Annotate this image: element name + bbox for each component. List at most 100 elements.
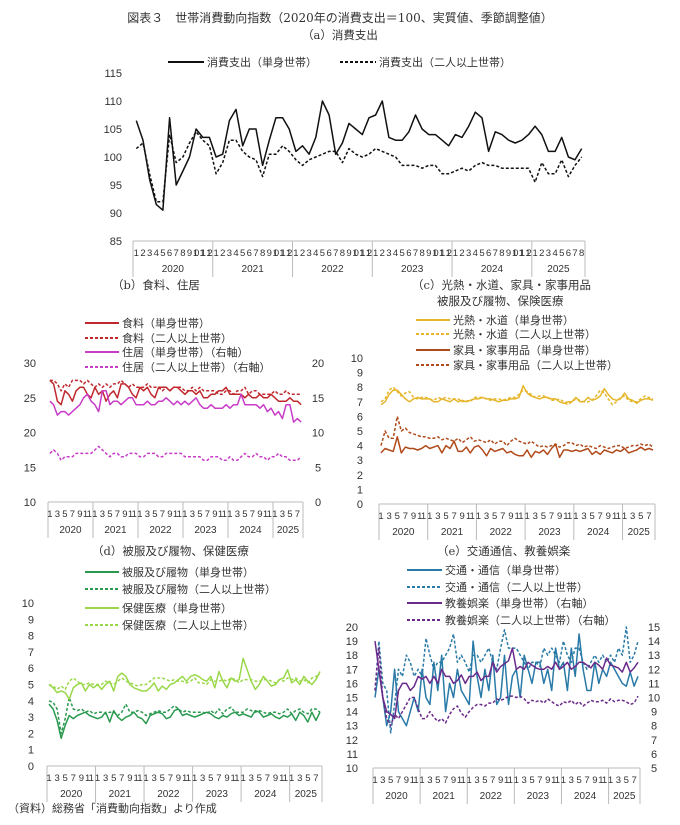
month-tick-label: 5	[62, 509, 67, 520]
y-tick-label: 4	[28, 696, 34, 708]
series-line-solid	[49, 379, 302, 406]
month-tick-label: 11	[612, 511, 621, 522]
month-tick-label: 3	[190, 509, 195, 520]
month-tick-label: 7	[174, 248, 179, 259]
month-tick-label: 5	[152, 509, 157, 520]
month-tick-label: 9	[79, 773, 84, 784]
year-label: 2024	[254, 789, 277, 800]
year-label: 2021	[441, 527, 464, 538]
month-tick-label: 5	[492, 511, 497, 522]
legend-label: 交通・通信（二人以上世帯）	[445, 580, 588, 594]
year-label: 2023	[401, 264, 424, 275]
y-tick-label: 2	[357, 470, 363, 482]
legend-label: 被服及び履物（単身世帯）	[122, 565, 254, 579]
month-tick-label: 1	[182, 509, 187, 520]
month-tick-label: 1	[137, 509, 142, 520]
month-tick-label: 12	[525, 248, 532, 259]
legend-label: 住居（単身世帯）（右軸）	[122, 345, 249, 359]
month-tick-label: 7	[396, 775, 401, 786]
y-tick-label: 4	[357, 441, 363, 453]
month-tick-label: 5	[197, 509, 202, 520]
month-tick-label: 7	[115, 509, 120, 520]
month-tick-label: 11	[417, 511, 426, 522]
month-tick-label: 3	[145, 509, 150, 520]
month-tick-label: 5	[160, 773, 165, 784]
series-line-dashed	[49, 445, 302, 462]
year-label: 2021	[104, 525, 127, 536]
month-tick-label: 5	[63, 773, 68, 784]
year-label: 2021	[433, 791, 456, 802]
month-tick-label: 1	[372, 775, 377, 786]
y-tick-label: 0	[28, 761, 34, 773]
legend-item: 消費支出（単身世帯）	[168, 55, 317, 69]
legend-item: 光熱・水道（単身世帯）	[416, 313, 574, 327]
month-tick-label: 7	[493, 248, 498, 259]
panel-e: 1011121314151617181920567891011121314152…	[346, 563, 660, 804]
month-tick-label: 11	[410, 775, 419, 786]
month-tick-label: 11	[128, 509, 137, 520]
month-tick-label: 11	[133, 773, 142, 784]
year-label: 2021	[242, 264, 265, 275]
month-tick-label: 7	[71, 773, 76, 784]
month-tick-label: 9	[187, 248, 192, 259]
month-tick-label: 9	[506, 248, 511, 259]
month-tick-label: 7	[253, 248, 258, 259]
month-tick-label: 7	[403, 511, 408, 522]
month-tick-label: 3	[249, 773, 254, 784]
legend-label: 保健医療（単身世帯）	[122, 601, 232, 615]
month-tick-label: 1	[293, 248, 298, 259]
month-tick-label: 9	[411, 511, 416, 522]
legend-item: 住居（単身世帯）（右軸）	[85, 345, 249, 359]
month-tick-label: 3	[546, 248, 551, 259]
month-tick-label: 11	[563, 511, 572, 522]
month-tick-label: 1	[378, 511, 383, 522]
month-tick-label: 9	[224, 773, 229, 784]
series-line-solid	[380, 436, 654, 459]
month-tick-label: 11	[200, 248, 207, 259]
year-label: 2024	[481, 264, 504, 275]
y-tick-label: 16	[346, 678, 358, 690]
legend-label: 家具・家事用品（単身世帯）	[453, 343, 596, 357]
month-tick-label: 7	[333, 248, 338, 259]
y-tick-label: 95	[110, 180, 122, 192]
y-tick-label: 19	[346, 636, 358, 648]
month-tick-label: 11	[504, 775, 513, 786]
month-tick-label: 7	[216, 773, 221, 784]
month-tick-label: 6	[167, 248, 172, 259]
month-tick-label: 1	[240, 773, 245, 784]
month-tick-label: 3	[380, 775, 385, 786]
legend-item: 保健医療（二人以上世帯）	[85, 618, 254, 632]
y2-tick-label: 10	[648, 693, 660, 705]
month-tick-label: 2	[300, 248, 305, 259]
month-tick-label: 5	[400, 248, 405, 259]
month-tick-label: 3	[474, 775, 479, 786]
y2-tick-label: 15	[312, 393, 324, 405]
y-tick-label: 7	[28, 647, 34, 659]
month-tick-label: 6	[486, 248, 491, 259]
month-tick-label: 1	[573, 511, 578, 522]
year-label: 2022	[149, 525, 172, 536]
month-tick-label: 8	[260, 248, 265, 259]
month-tick-label: 11	[439, 248, 446, 259]
month-tick-label: 5	[529, 775, 534, 786]
month-tick-label: 4	[393, 248, 398, 259]
year-label: 2020	[60, 789, 83, 800]
y-tick-label: 6	[357, 411, 363, 423]
panel-e-title: （e）交通通信、教養娯楽	[437, 544, 571, 558]
month-tick-label: 7	[160, 509, 165, 520]
y2-tick-label: 20	[312, 358, 324, 370]
month-tick-label: 5	[305, 773, 310, 784]
year-label: 2025	[628, 527, 651, 538]
series-line-solid	[135, 100, 583, 211]
y-tick-label: 2	[28, 728, 34, 740]
legend-label: 消費支出（二人以上世帯）	[379, 55, 511, 69]
y-tick-label: 100	[104, 152, 122, 164]
month-tick-label: 11	[466, 511, 475, 522]
month-tick-label: 4	[233, 248, 238, 259]
legend-label: 教養娯楽（二人以上世帯）（右軸）	[445, 613, 616, 627]
year-label: 2022	[490, 527, 513, 538]
month-tick-label: 10	[352, 248, 359, 259]
month-tick-label: 4	[473, 248, 478, 259]
